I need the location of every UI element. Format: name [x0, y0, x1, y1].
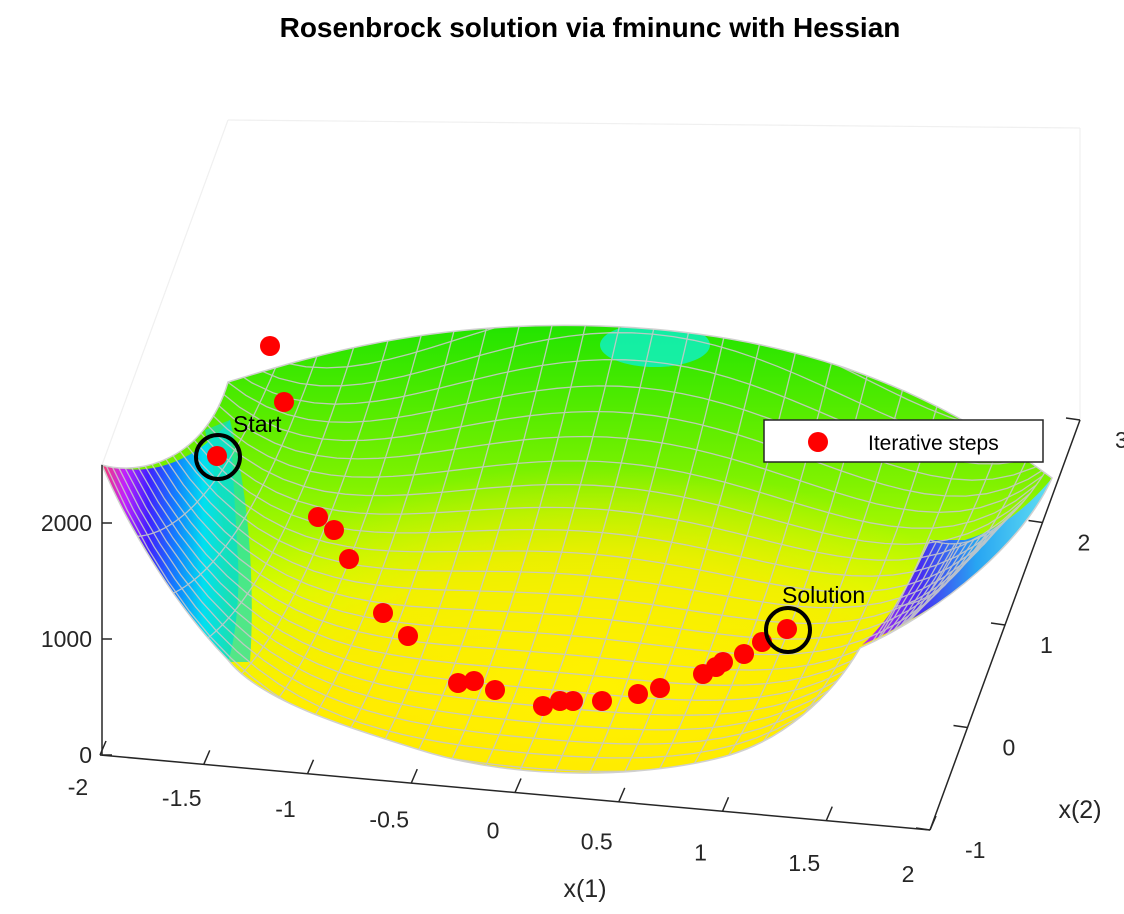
y-tick-label: 2 — [1078, 530, 1091, 556]
x-tick-label: -0.5 — [369, 807, 409, 833]
iteration-point — [533, 696, 553, 716]
iteration-point — [324, 520, 344, 540]
iteration-point — [563, 691, 583, 711]
iterative-steps-series — [207, 336, 797, 716]
iteration-point — [650, 678, 670, 698]
iteration-point — [464, 671, 484, 691]
y-tick-label: 1 — [1040, 632, 1053, 658]
x-tick-label: 0 — [487, 818, 500, 844]
x-tick-label: 1.5 — [788, 850, 820, 876]
iteration-point — [398, 626, 418, 646]
axes-box — [101, 119, 1081, 466]
solution-annotation: Solution — [764, 582, 865, 654]
start-label: Start — [233, 411, 282, 437]
start-annotation: Start — [194, 411, 282, 481]
z-tick-label: 1000 — [41, 626, 92, 652]
legend-marker — [808, 432, 828, 452]
iteration-point — [734, 644, 754, 664]
legend: Iterative steps — [763, 419, 1044, 463]
y-tick-label: 3 — [1115, 427, 1124, 453]
x-tick-label: -1.5 — [162, 785, 202, 811]
x-tick-label: -2 — [68, 774, 88, 800]
x-tick-label: 1 — [694, 839, 707, 865]
iteration-point — [592, 691, 612, 711]
y-tick-label: -1 — [965, 837, 985, 863]
iteration-point — [373, 603, 393, 623]
chart-title: Rosenbrock solution via fminunc with Hes… — [280, 12, 901, 43]
z-axis: 0 1000 2000 — [41, 465, 112, 768]
solution-label: Solution — [782, 582, 865, 608]
iteration-point — [274, 392, 294, 412]
iteration-point — [713, 652, 733, 672]
z-tick-label: 2000 — [41, 510, 92, 536]
y-axis-label: x(2) — [1058, 796, 1101, 824]
y-axis: -1 0 1 2 3 x(2) — [915, 417, 1124, 863]
iteration-point — [485, 680, 505, 700]
iteration-point — [448, 673, 468, 693]
y-tick-label: 0 — [1003, 735, 1016, 761]
x-axis-label: x(1) — [563, 875, 606, 903]
iteration-point — [777, 619, 797, 639]
z-tick-label: 0 — [79, 742, 92, 768]
x-tick-label: 0.5 — [581, 828, 613, 854]
iteration-point — [207, 446, 227, 466]
x-tick-label: 2 — [902, 861, 915, 887]
iteration-point — [628, 684, 648, 704]
rosenbrock-surface — [100, 324, 1053, 774]
iteration-point — [308, 507, 328, 527]
iteration-point — [260, 336, 280, 356]
iteration-point — [339, 549, 359, 569]
x-axis: -2 -1.5 -1 -0.5 0 0.5 1 1.5 2 x(1) — [68, 740, 937, 903]
x-tick-label: -1 — [275, 796, 295, 822]
legend-entry-iterative-steps: Iterative steps — [868, 432, 999, 455]
